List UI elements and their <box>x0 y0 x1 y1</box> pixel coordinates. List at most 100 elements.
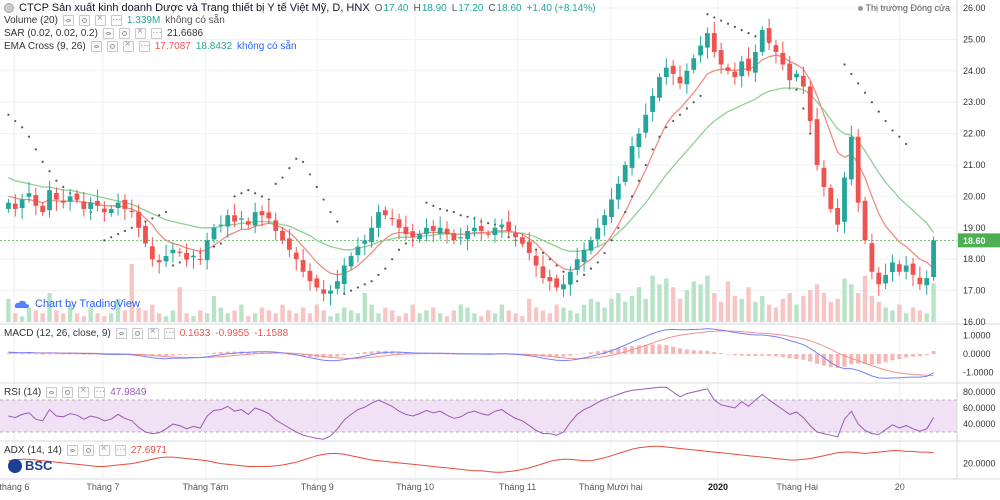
sar-dot <box>103 239 106 242</box>
candle-body <box>657 77 662 98</box>
candle-body <box>252 212 258 226</box>
volume-label[interactable]: Volume (20) <box>4 15 58 26</box>
macd-histogram-bar <box>396 351 402 354</box>
rsi-legend: RSI (14) 47.9849 <box>4 384 146 398</box>
ema-label[interactable]: EMA Cross (9, 26) <box>4 41 86 52</box>
candle-body <box>869 243 875 272</box>
volume-bar <box>787 293 792 322</box>
header-legend: CTCP Sản xuất kinh doanh Dược và Trang t… <box>4 2 596 14</box>
candle-body <box>705 33 710 48</box>
rsi-label[interactable]: RSI (14) <box>4 387 42 398</box>
sar-dot <box>302 160 305 163</box>
candle-body <box>149 246 155 260</box>
volume-bar <box>26 307 32 322</box>
eye-icon[interactable] <box>66 445 78 456</box>
sar-dot <box>151 217 154 220</box>
sar-dot <box>576 280 579 283</box>
eye-icon[interactable] <box>46 387 58 398</box>
time-axis[interactable]: tháng 6 Tháng 7 Tháng Tám Tháng 9 Tháng 10 Th… <box>0 482 905 492</box>
gear-icon[interactable] <box>62 387 74 398</box>
volume-bar <box>102 316 107 322</box>
candle-body <box>403 226 409 235</box>
macd-histogram-bar <box>664 345 669 354</box>
macd-label[interactable]: MACD (12, 26, close, 9) <box>4 328 111 339</box>
more-icon[interactable] <box>138 38 150 52</box>
volume-bar <box>156 313 162 322</box>
ohlc-open: 17.40 <box>383 2 409 14</box>
more-icon[interactable] <box>114 442 126 456</box>
volume-bar <box>437 313 443 322</box>
macd-histogram-bar <box>362 352 367 354</box>
macd-histogram-bar <box>821 354 826 366</box>
candle-body <box>465 230 470 240</box>
more-icon[interactable] <box>163 325 175 339</box>
close-icon[interactable] <box>122 39 134 52</box>
volume-bar <box>109 313 114 322</box>
volume-bar <box>821 293 827 322</box>
eye-icon[interactable] <box>62 15 74 26</box>
sar-dot <box>857 82 860 85</box>
sar-dot <box>130 226 133 229</box>
eye-icon[interactable] <box>90 41 102 52</box>
more-icon[interactable] <box>110 12 122 26</box>
gear-icon[interactable] <box>118 28 130 39</box>
macd-histogram-bar <box>335 354 340 357</box>
sar-dot <box>582 273 586 276</box>
more-icon[interactable] <box>150 25 162 39</box>
price-axis[interactable]: 26.00 25.00 24.00 23.00 22.00 21.00 20.00 19.00… <box>958 3 1000 469</box>
candle-body <box>828 187 834 209</box>
candle-body <box>293 252 299 260</box>
volume-bar <box>67 304 73 322</box>
candle-body <box>650 95 656 112</box>
sar-dot <box>905 142 908 146</box>
candle-body <box>615 183 621 200</box>
macd-histogram-bar <box>684 349 689 354</box>
candle-body <box>903 265 909 272</box>
price-tick-label: 26.00 <box>963 3 986 13</box>
candle-body <box>773 45 779 52</box>
volume-bar <box>458 304 463 322</box>
close-icon[interactable] <box>94 13 106 26</box>
adx-label[interactable]: ADX (14, 14) <box>4 445 62 456</box>
more-icon[interactable] <box>94 384 106 398</box>
close-icon[interactable] <box>78 385 90 398</box>
macd-histogram-bar <box>287 354 292 355</box>
volume-bar <box>6 298 11 322</box>
symbol-title[interactable]: CTCP Sản xuất kinh doanh Dược và Trang t… <box>19 2 370 14</box>
ohlc-close-label: C <box>488 2 496 14</box>
sar-dot <box>624 211 627 214</box>
sar-dot <box>452 211 455 214</box>
candle-body <box>910 263 916 275</box>
candle-body <box>239 218 244 220</box>
volume-bar <box>712 293 717 322</box>
volume-bar <box>376 313 381 322</box>
volume-bar <box>581 304 587 322</box>
eye-icon[interactable] <box>115 328 127 339</box>
sar-dot <box>267 198 270 201</box>
gear-icon[interactable] <box>106 41 118 52</box>
close-icon[interactable] <box>147 326 159 339</box>
close-icon[interactable] <box>98 443 110 456</box>
ohlc-low-label: L <box>451 2 458 14</box>
candle-body <box>848 136 854 180</box>
tradingview-watermark[interactable]: Chart by TradingView <box>14 298 140 310</box>
volume-bar <box>314 304 320 322</box>
volume-bar <box>636 287 642 322</box>
gear-icon[interactable] <box>78 15 90 26</box>
sar-dot <box>281 176 284 179</box>
eye-icon[interactable] <box>102 28 114 39</box>
sar-dot <box>212 245 216 248</box>
sar-dot <box>391 258 394 261</box>
ema-legend: EMA Cross (9, 26) 17.7087 18.8432 không … <box>4 38 297 52</box>
rsi-tick-label: 60.0000 <box>963 403 996 413</box>
sar-label[interactable]: SAR (0.02, 0.02, 0.2) <box>4 28 98 39</box>
gear-icon[interactable] <box>131 328 143 339</box>
candle-body <box>472 227 477 231</box>
gear-icon[interactable] <box>82 445 94 456</box>
volume-bar <box>266 310 272 322</box>
volume-bar <box>670 287 676 322</box>
candle-body <box>643 114 649 133</box>
sar-dot <box>240 192 243 195</box>
macd-histogram-bar <box>910 354 916 357</box>
